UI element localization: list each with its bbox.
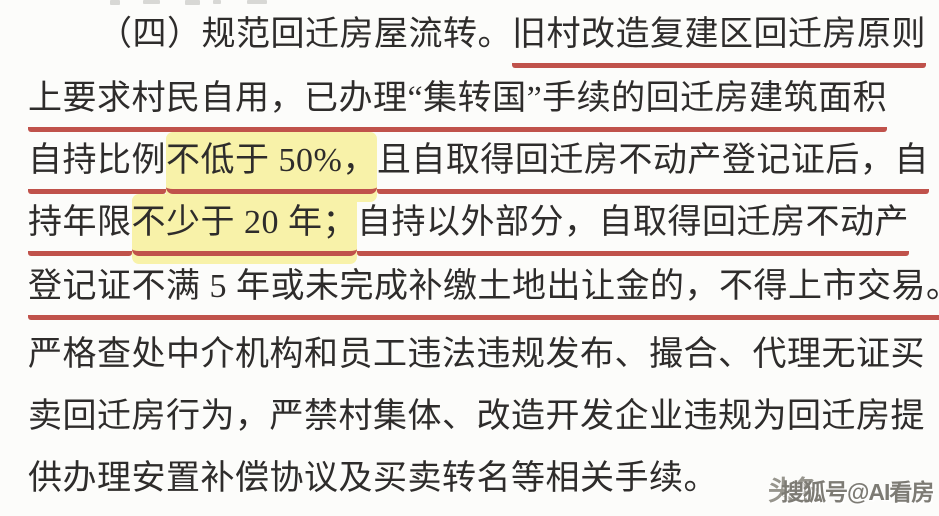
highlighted-text: 不低于 50%， (166, 132, 377, 194)
cropped-character-remnant (110, 0, 120, 5)
text-line: 自持比例不低于 50%，且自取得回迁房不动产登记证后，自 (28, 132, 929, 194)
text-line: 供办理安置补偿协议及买卖转名等相关手续。 (28, 450, 918, 512)
text-line: 上要求村民自用，已办理“集转国”手续的回迁房建筑面积 (28, 70, 918, 132)
underlined-text: 持年限 (28, 194, 132, 256)
underlined-text: 登记证不满 5 年或未完成补缴土地出让金的，不得上市交易。 (28, 258, 939, 320)
underlined-text: 且自取得回迁房不动产登记证后，自 (376, 132, 929, 194)
text-line: 持年限不少于 20 年；自持以外部分，自取得回迁房不动产 (28, 194, 918, 256)
underlined-text: 旧村改造复建区回迁房原则 (512, 6, 926, 68)
text-line: 卖回迁房行为，严禁村集体、改造开发企业违规为回迁房提 (28, 388, 925, 450)
cropped-character-remnant (143, 0, 160, 4)
cropped-character-remnant (213, 0, 221, 4)
highlighted-text: 不少于 20 年； (131, 194, 357, 256)
cropped-character-remnant (185, 0, 200, 5)
text-segment: （四）规范回迁房屋流转。 (98, 16, 512, 53)
text-line: （四）规范回迁房屋流转。旧村改造复建区回迁房原则 (28, 6, 939, 68)
text-segment: 严格查处中介机构和员工违法违规发布、撮合、代理无证买 (28, 336, 925, 373)
text-line: 登记证不满 5 年或未完成补缴土地出让金的，不得上市交易。 (28, 258, 939, 320)
cropped-character-remnant (247, 0, 267, 4)
underlined-text: 自持比例 (28, 132, 166, 194)
text-segment: 供办理安置补偿协议及买卖转名等相关手续。 (28, 460, 718, 497)
underlined-text: 自持以外部分，自取得回迁房不动产 (357, 194, 909, 256)
text-segment: 卖回迁房行为，严禁村集体、改造开发企业违规为回迁房提 (28, 398, 925, 435)
text-line: 严格查处中介机构和员工违法违规发布、撮合、代理无证买 (28, 326, 925, 388)
underlined-text: 上要求村民自用，已办理“集转国”手续的回迁房建筑面积 (28, 70, 888, 132)
